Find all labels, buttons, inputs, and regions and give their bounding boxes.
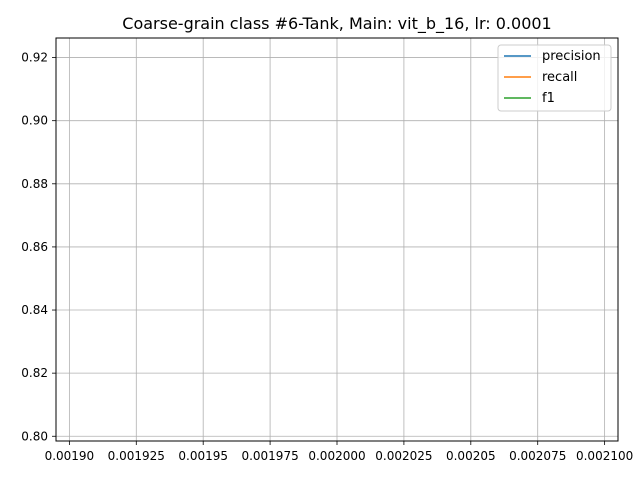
x-tick-label: 0.001925: [108, 449, 165, 463]
y-tick-label: 0.80: [21, 429, 48, 443]
y-tick-label: 0.90: [21, 114, 48, 128]
x-tick-label: 0.002025: [375, 449, 432, 463]
y-tick-label: 0.84: [21, 303, 48, 317]
y-axis: 0.80 0.82 0.84 0.86 0.88 0.90 0.92: [21, 51, 56, 443]
x-tick-label: 0.00205: [446, 449, 496, 463]
grid: [56, 38, 618, 441]
plot-frame: [55, 37, 619, 442]
legend-label: recall: [542, 70, 577, 85]
legend-label: precision: [542, 49, 601, 64]
x-tick-label: 0.002075: [509, 449, 566, 463]
y-tick-label: 0.86: [21, 240, 48, 254]
y-tick-label: 0.88: [21, 177, 48, 191]
legend-box: [497, 44, 612, 112]
chart-title: Coarse-grain class #6-Tank, Main: vit_b_…: [122, 14, 551, 34]
x-tick-label: 0.001975: [241, 449, 298, 463]
x-tick-label: 0.002100: [576, 449, 633, 463]
x-tick-label: 0.002000: [308, 449, 365, 463]
x-tick-label: 0.00190: [45, 449, 95, 463]
y-tick-label: 0.82: [21, 366, 48, 380]
legend-label: f1: [542, 91, 555, 106]
x-axis: 0.00190 0.001925 0.00195 0.001975 0.002000 0.…: [45, 441, 633, 463]
y-tick-label: 0.92: [21, 51, 48, 65]
legend: precision recall f1: [497, 44, 612, 112]
x-tick-label: 0.00195: [178, 449, 228, 463]
